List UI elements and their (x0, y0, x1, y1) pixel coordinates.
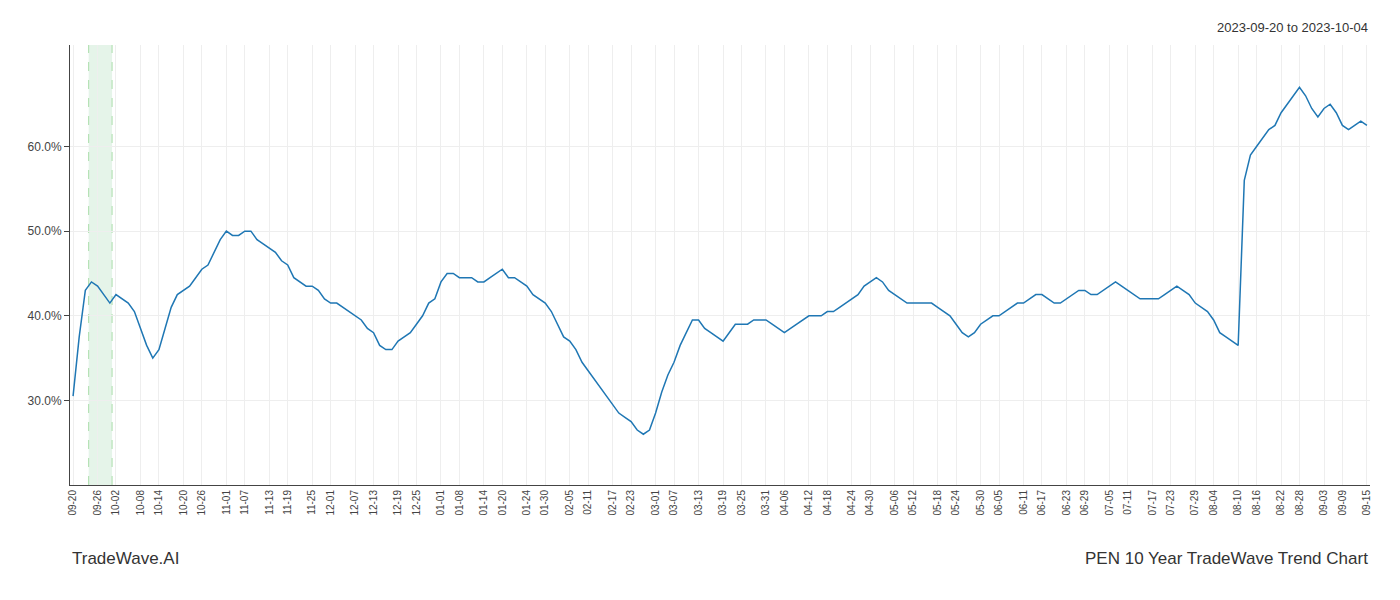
svg-text:05-12: 05-12 (907, 490, 918, 516)
svg-text:08-16: 08-16 (1251, 490, 1262, 516)
svg-text:07-05: 07-05 (1104, 490, 1115, 516)
svg-text:05-24: 05-24 (950, 490, 961, 516)
svg-text:05-18: 05-18 (932, 490, 943, 516)
svg-text:30.0%: 30.0% (28, 394, 62, 408)
svg-text:03-25: 03-25 (736, 490, 747, 516)
svg-text:04-12: 04-12 (803, 490, 814, 516)
svg-text:02-17: 02-17 (607, 490, 618, 516)
svg-text:06-17: 06-17 (1036, 490, 1047, 516)
svg-text:PEN 10 Year TradeWave Trend Ch: PEN 10 Year TradeWave Trend Chart (1085, 549, 1368, 568)
svg-text:01-08: 01-08 (454, 490, 465, 516)
svg-text:03-01: 03-01 (650, 490, 661, 516)
svg-text:07-11: 07-11 (1122, 490, 1133, 515)
svg-text:TradeWave.AI: TradeWave.AI (72, 549, 179, 568)
svg-text:04-24: 04-24 (846, 490, 857, 516)
svg-text:11-13: 11-13 (264, 490, 275, 515)
svg-text:04-18: 04-18 (822, 490, 833, 516)
svg-text:07-17: 07-17 (1147, 490, 1158, 516)
svg-text:11-19: 11-19 (282, 490, 293, 515)
svg-text:09-03: 09-03 (1318, 490, 1329, 516)
svg-text:11-07: 11-07 (239, 490, 250, 515)
svg-text:12-01: 12-01 (325, 490, 336, 516)
svg-text:06-05: 06-05 (993, 490, 1004, 516)
svg-text:06-11: 06-11 (1018, 490, 1029, 515)
svg-text:05-30: 05-30 (975, 490, 986, 516)
svg-text:10-14: 10-14 (153, 490, 164, 516)
svg-text:06-23: 06-23 (1061, 490, 1072, 516)
svg-text:07-23: 07-23 (1165, 490, 1176, 516)
svg-text:07-29: 07-29 (1189, 490, 1200, 516)
svg-text:12-19: 12-19 (392, 490, 403, 516)
svg-text:60.0%: 60.0% (28, 140, 62, 154)
svg-text:04-30: 04-30 (864, 490, 875, 516)
svg-text:10-26: 10-26 (196, 490, 207, 516)
svg-text:02-05: 02-05 (564, 490, 575, 516)
svg-text:08-04: 08-04 (1208, 490, 1219, 516)
svg-text:03-13: 03-13 (693, 490, 704, 516)
svg-text:01-24: 01-24 (521, 490, 532, 516)
svg-text:09-26: 09-26 (92, 490, 103, 516)
svg-text:12-07: 12-07 (349, 490, 360, 516)
svg-text:09-09: 09-09 (1337, 490, 1348, 516)
svg-text:08-22: 08-22 (1275, 490, 1286, 516)
svg-text:12-13: 12-13 (368, 490, 379, 516)
svg-text:50.0%: 50.0% (28, 224, 62, 238)
svg-text:10-08: 10-08 (135, 490, 146, 516)
svg-text:09-20: 09-20 (67, 490, 78, 516)
svg-text:02-11: 02-11 (582, 490, 593, 515)
svg-text:08-10: 08-10 (1232, 490, 1243, 516)
svg-text:11-25: 11-25 (306, 490, 317, 515)
svg-text:03-07: 03-07 (668, 490, 679, 516)
svg-text:01-20: 01-20 (497, 490, 508, 516)
svg-text:09-15: 09-15 (1361, 490, 1372, 516)
svg-text:06-29: 06-29 (1079, 490, 1090, 516)
svg-text:2023-09-20 to 2023-10-04: 2023-09-20 to 2023-10-04 (1217, 20, 1368, 35)
svg-text:05-06: 05-06 (889, 490, 900, 516)
svg-text:10-20: 10-20 (178, 490, 189, 516)
svg-text:08-28: 08-28 (1294, 490, 1305, 516)
svg-text:01-01: 01-01 (435, 490, 446, 516)
svg-text:02-23: 02-23 (625, 490, 636, 516)
svg-text:11-01: 11-01 (221, 490, 232, 515)
svg-text:03-31: 03-31 (760, 490, 771, 516)
svg-text:12-25: 12-25 (411, 490, 422, 516)
svg-text:10-02: 10-02 (110, 490, 121, 516)
svg-text:03-19: 03-19 (717, 490, 728, 516)
svg-text:40.0%: 40.0% (28, 309, 62, 323)
svg-text:01-30: 01-30 (539, 490, 550, 516)
svg-text:01-14: 01-14 (478, 490, 489, 516)
svg-text:04-06: 04-06 (779, 490, 790, 516)
